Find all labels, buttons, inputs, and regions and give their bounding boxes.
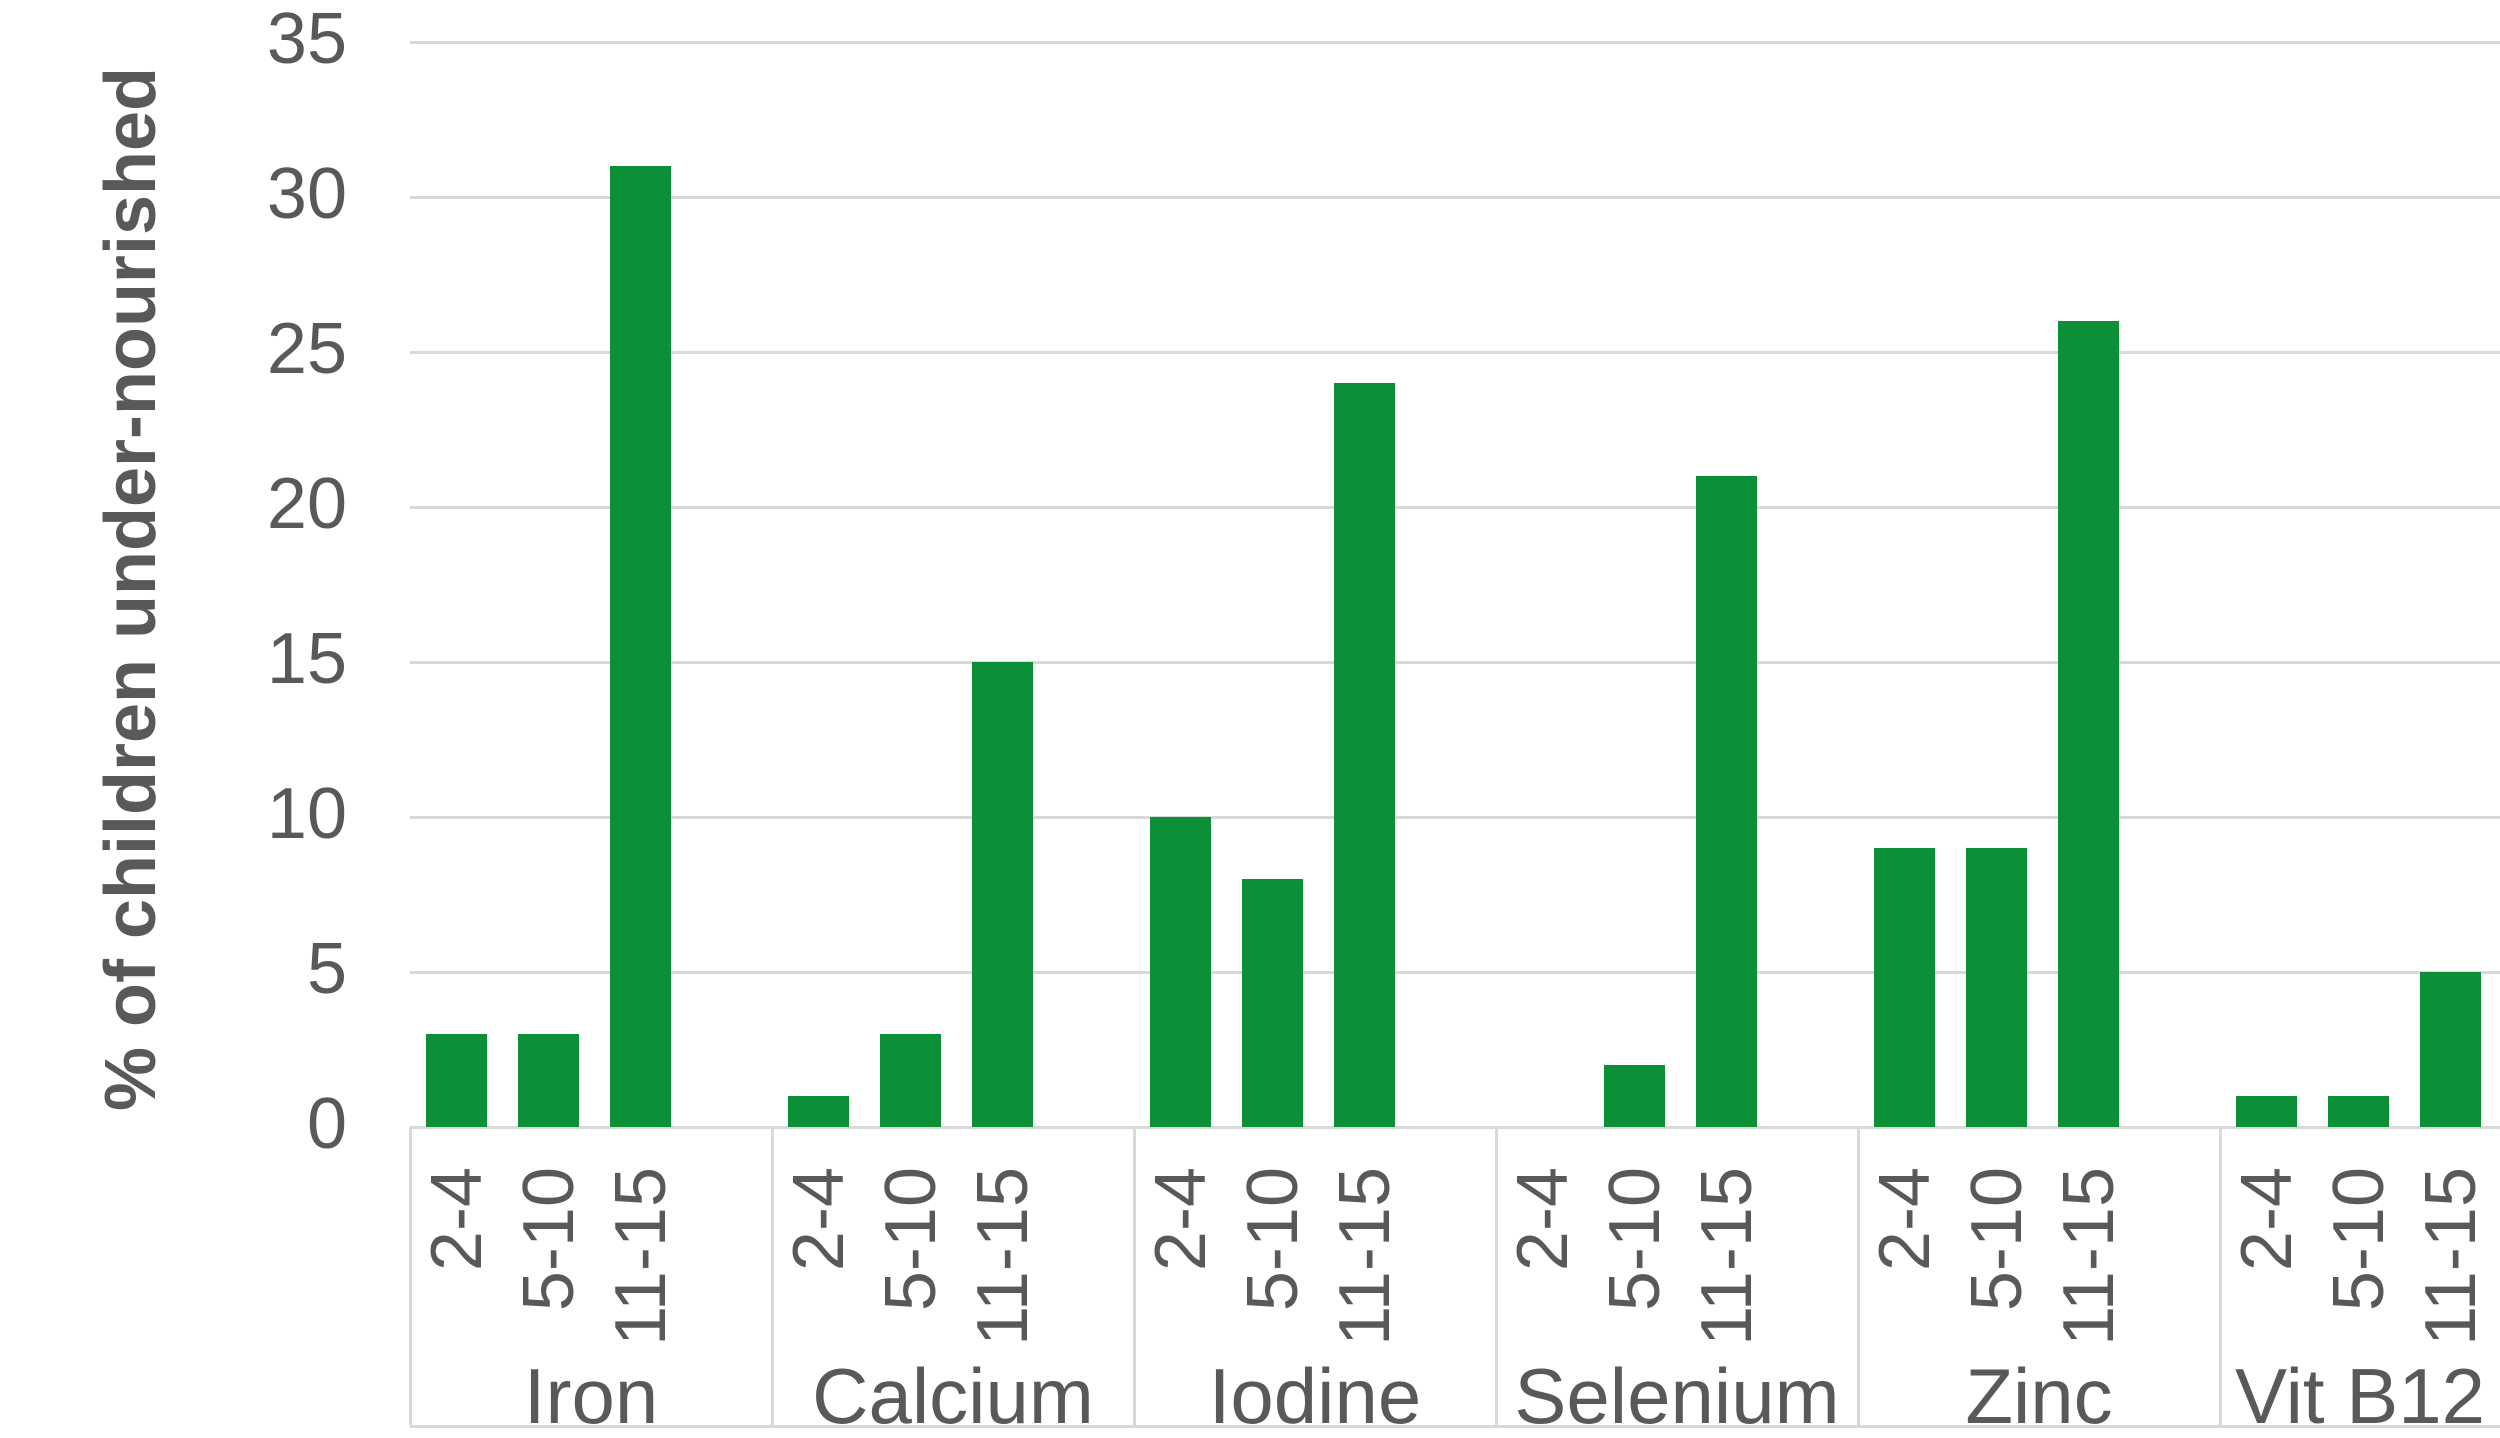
bar-vit-b12-2-4 bbox=[2236, 1096, 2297, 1127]
y-tick-label-15: 15 bbox=[266, 619, 347, 699]
group-label-selenium: Selenium bbox=[1514, 1352, 1840, 1438]
bar-selenium-5-10 bbox=[1604, 1065, 1665, 1127]
group-label-calcium: Calcium bbox=[812, 1352, 1094, 1438]
bar-zinc-11-15 bbox=[2058, 321, 2119, 1127]
group-separator-4 bbox=[1857, 1127, 1860, 1425]
group-separator-1 bbox=[771, 1127, 774, 1425]
bar-calcium-11-15 bbox=[972, 662, 1033, 1127]
bar-vit-b12-11-15 bbox=[2420, 972, 2481, 1127]
bar-selenium-11-15 bbox=[1696, 476, 1757, 1127]
gridline-y-5 bbox=[410, 971, 2500, 974]
gridline-y-30 bbox=[410, 196, 2500, 199]
y-tick-label-5: 5 bbox=[306, 929, 347, 1009]
bar-iron-5-10 bbox=[518, 1034, 579, 1127]
y-tick-label-30: 30 bbox=[266, 154, 347, 234]
group-label-vit-b12: Vit B12 bbox=[2234, 1352, 2486, 1438]
gridline-y-0 bbox=[410, 1126, 2500, 1129]
bar-iodine-11-15 bbox=[1334, 383, 1395, 1127]
bar-iodine-2-4 bbox=[1150, 817, 1211, 1127]
bar-iron-11-15 bbox=[610, 166, 671, 1127]
bar-zinc-2-4 bbox=[1874, 848, 1935, 1127]
bar-zinc-5-10 bbox=[1966, 848, 2027, 1127]
bar-iron-2-4 bbox=[426, 1034, 487, 1127]
gridline-y-10 bbox=[410, 816, 2500, 819]
y-tick-label-35: 35 bbox=[266, 0, 347, 79]
group-label-iron: Iron bbox=[523, 1352, 659, 1438]
group-label-zinc: Zinc bbox=[1965, 1352, 2113, 1438]
y-tick-label-25: 25 bbox=[266, 309, 347, 389]
bar-calcium-2-4 bbox=[788, 1096, 849, 1127]
gridline-y-25 bbox=[410, 351, 2500, 354]
y-tick-label-20: 20 bbox=[266, 464, 347, 544]
bar-iodine-5-10 bbox=[1242, 879, 1303, 1127]
y-tick-label-10: 10 bbox=[266, 774, 347, 854]
group-separator-5 bbox=[2219, 1127, 2222, 1425]
group-label-iodine: Iodine bbox=[1208, 1352, 1422, 1438]
group-separator-3 bbox=[1495, 1127, 1498, 1425]
bar-calcium-5-10 bbox=[880, 1034, 941, 1127]
gridline-y-15 bbox=[410, 661, 2500, 664]
gridline-y-35 bbox=[410, 41, 2500, 44]
category-band-bottom-border bbox=[410, 1425, 2500, 1428]
gridline-y-20 bbox=[410, 506, 2500, 509]
group-separator-0 bbox=[409, 1127, 412, 1425]
group-separator-2 bbox=[1133, 1127, 1136, 1425]
bar-vit-b12-5-10 bbox=[2328, 1096, 2389, 1127]
y-tick-label-0: 0 bbox=[306, 1084, 347, 1164]
